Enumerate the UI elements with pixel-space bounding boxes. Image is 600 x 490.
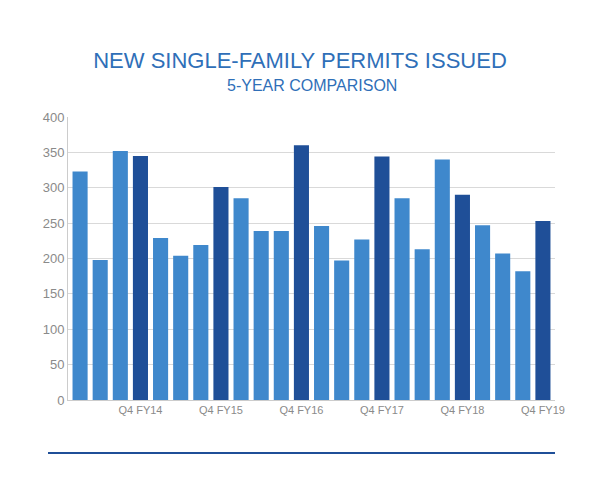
svg-text:150: 150 [43, 286, 65, 301]
svg-text:Q4 FY16: Q4 FY16 [279, 404, 323, 416]
svg-text:Q4 FY17: Q4 FY17 [360, 404, 404, 416]
svg-text:100: 100 [43, 322, 65, 337]
svg-text:0: 0 [57, 393, 64, 408]
svg-text:Q4 FY19: Q4 FY19 [521, 404, 565, 416]
svg-text:300: 300 [43, 180, 65, 195]
svg-text:250: 250 [43, 216, 65, 231]
svg-text:Q4 FY15: Q4 FY15 [199, 404, 243, 416]
svg-text:Q4 FY18: Q4 FY18 [440, 404, 484, 416]
svg-text:50: 50 [50, 357, 64, 372]
svg-text:400: 400 [43, 110, 65, 125]
svg-text:NEW SINGLE-FAMILY PERMITS ISSU: NEW SINGLE-FAMILY PERMITS ISSUED [93, 48, 507, 73]
svg-text:200: 200 [43, 251, 65, 266]
svg-text:350: 350 [43, 145, 65, 160]
svg-text:Q4 FY14: Q4 FY14 [118, 404, 162, 416]
svg-text:5-YEAR COMPARISON: 5-YEAR COMPARISON [227, 77, 397, 94]
